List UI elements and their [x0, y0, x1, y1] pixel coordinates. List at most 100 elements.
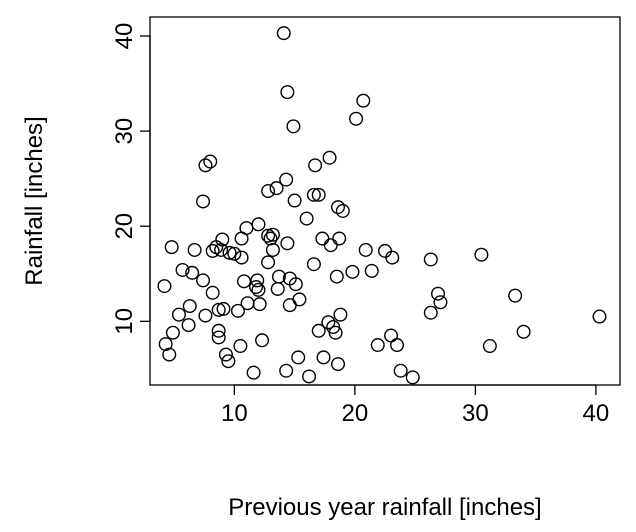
data-point: [265, 242, 280, 257]
data-point: [209, 240, 224, 255]
data-point: [405, 370, 420, 385]
y-tick-label: 40: [111, 23, 138, 50]
data-point: [291, 350, 306, 365]
data-point: [282, 298, 297, 313]
data-point: [592, 309, 607, 324]
data-point: [198, 308, 213, 323]
data-point: [356, 93, 371, 108]
data-point: [279, 363, 294, 378]
data-point: [250, 273, 265, 288]
y-tick-label: 10: [111, 308, 138, 335]
data-point: [233, 339, 248, 354]
data-point: [331, 200, 346, 215]
data-point: [261, 255, 276, 270]
data-point: [349, 111, 364, 126]
data-point: [482, 339, 497, 354]
data-point: [516, 324, 531, 339]
data-point: [370, 338, 385, 353]
data-point: [299, 211, 314, 226]
data-point: [185, 265, 200, 280]
data-point: [269, 181, 284, 196]
data-point: [308, 158, 323, 173]
data-point: [171, 307, 186, 322]
data-point: [311, 187, 326, 202]
data-point: [282, 271, 297, 286]
data-point: [211, 323, 226, 338]
data-point: [287, 193, 302, 208]
data-point: [393, 363, 408, 378]
data-point: [280, 236, 295, 251]
data-point: [270, 281, 285, 296]
x-tick-label: 20: [342, 400, 369, 427]
data-point: [203, 154, 218, 169]
data-point: [332, 231, 347, 246]
data-point: [508, 288, 523, 303]
x-tick-label: 30: [462, 400, 489, 427]
data-point: [165, 325, 180, 340]
y-tick-label: 20: [111, 213, 138, 240]
data-point: [162, 347, 177, 362]
data-point: [328, 325, 343, 340]
x-axis-label: Previous year rainfall [inches]: [228, 494, 541, 521]
data-point: [246, 365, 261, 380]
data-point: [205, 243, 220, 258]
data-point: [331, 357, 346, 372]
data-point: [265, 227, 280, 242]
data-point: [279, 172, 294, 187]
data-point: [222, 245, 237, 260]
data-point: [311, 323, 326, 338]
data-point: [196, 273, 211, 288]
data-point: [306, 187, 321, 202]
data-point: [261, 184, 276, 199]
x-tick-label: 40: [583, 400, 610, 427]
data-point: [335, 203, 350, 218]
data-point: [423, 305, 438, 320]
data-point: [333, 307, 348, 322]
data-points: [157, 26, 607, 385]
data-point: [218, 347, 233, 362]
data-point: [364, 263, 379, 278]
data-point: [423, 252, 438, 267]
data-point: [249, 280, 264, 295]
data-point: [302, 369, 317, 384]
data-point: [433, 295, 448, 310]
data-point: [385, 250, 400, 265]
data-point: [316, 350, 331, 365]
data-point: [306, 257, 321, 272]
data-point: [280, 85, 295, 100]
data-point: [187, 242, 202, 257]
data-point: [164, 240, 179, 255]
data-point: [216, 301, 231, 316]
data-point: [196, 194, 211, 209]
data-point: [321, 315, 336, 330]
data-point: [198, 158, 213, 173]
data-point: [286, 119, 301, 134]
data-point: [390, 338, 405, 353]
data-point: [255, 333, 270, 348]
data-point: [211, 302, 226, 317]
data-point: [474, 247, 489, 262]
data-point: [157, 279, 172, 294]
y-axis-label: Rainfall [inches]: [21, 116, 48, 285]
data-point: [182, 299, 197, 314]
data-point: [234, 231, 249, 246]
data-point: [322, 150, 337, 165]
data-point: [240, 296, 255, 311]
data-point: [175, 262, 190, 277]
data-point: [230, 303, 245, 318]
data-point: [158, 337, 173, 352]
data-point: [276, 26, 291, 41]
data-point: [358, 242, 373, 257]
data-point: [329, 269, 344, 284]
data-point: [431, 286, 446, 301]
y-axis: 10 20 30 40: [111, 23, 151, 335]
data-point: [181, 318, 196, 333]
y-tick-label: 30: [111, 118, 138, 145]
data-point: [236, 274, 251, 289]
data-point: [261, 228, 276, 243]
data-point: [251, 282, 266, 297]
data-point: [205, 285, 220, 300]
x-tick-label: 10: [221, 400, 248, 427]
